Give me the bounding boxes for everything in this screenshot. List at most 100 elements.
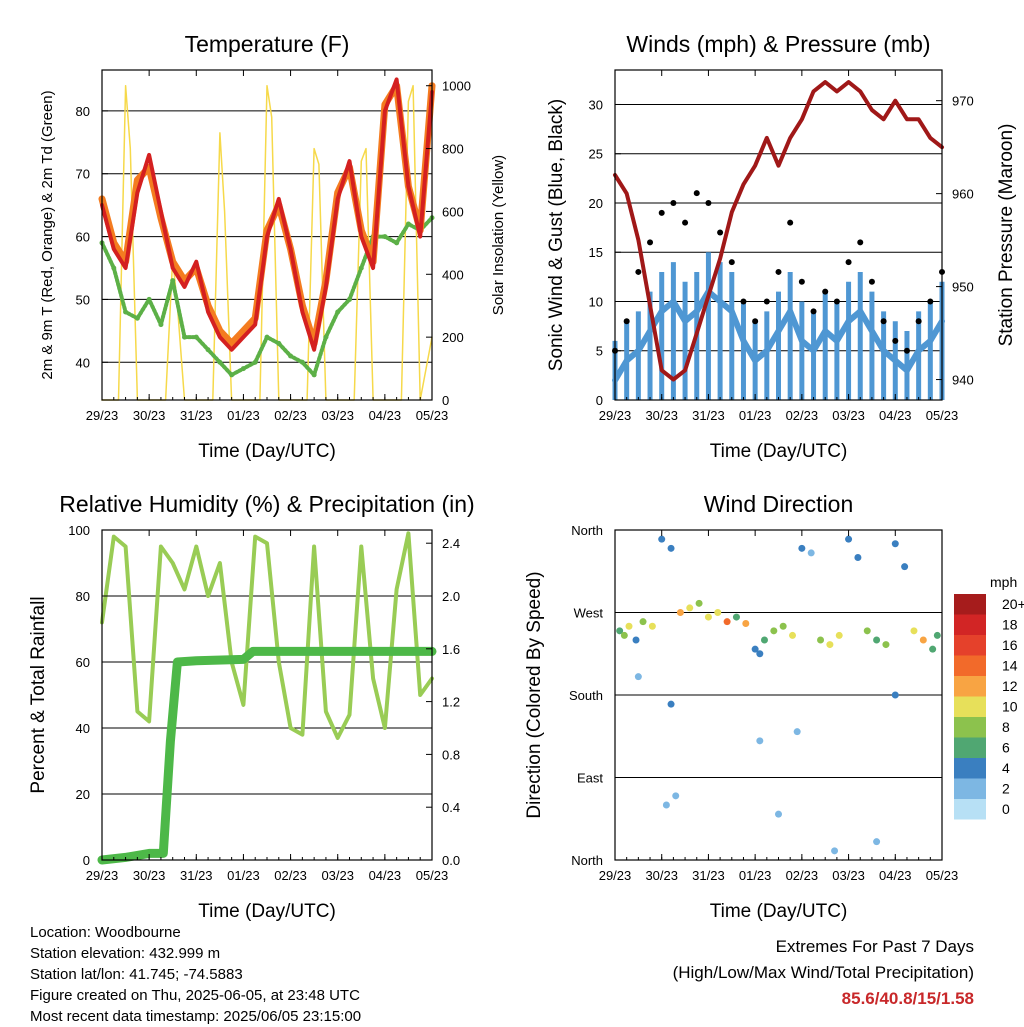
legend-label: 14 [1002, 658, 1018, 674]
gust-point [658, 209, 665, 216]
direction-point [770, 627, 778, 635]
y-right-tick-label: 0.0 [442, 853, 460, 868]
direction-point [891, 691, 899, 699]
y-tick-label: 10 [589, 294, 603, 309]
y-right-tick-label: 2.0 [442, 589, 460, 604]
y-right-tick-label: 800 [442, 142, 464, 157]
direction-point [625, 622, 633, 630]
pressure-line [613, 80, 944, 382]
direction-point [798, 544, 806, 552]
y-axis-label: Percent & Total Rainfall [28, 596, 49, 793]
y-tick-label: 100 [68, 523, 90, 538]
direction-point [779, 622, 787, 630]
legend-swatch [954, 717, 986, 738]
dewpoint-point [170, 278, 176, 284]
y-tick-label: 70 [76, 167, 90, 182]
y-tick-label: West [574, 606, 604, 621]
x-tick-label: 01/23 [227, 868, 260, 883]
chart-title: Relative Humidity (%) & Precipitation (i… [59, 491, 474, 517]
dewpoint-point [111, 265, 117, 271]
gust-point [880, 318, 887, 325]
x-tick-label: 02/23 [786, 868, 819, 883]
direction-point [760, 636, 768, 644]
chart-title: Wind Direction [704, 491, 854, 517]
y-tick-label: 60 [76, 230, 90, 245]
x-tick-label: 30/23 [133, 408, 166, 423]
direction-point [662, 801, 670, 809]
direction-point [793, 728, 801, 736]
y-tick-label: 20 [76, 787, 90, 802]
y-tick-label: North [571, 853, 603, 868]
legend-swatch [954, 676, 986, 697]
gust-point [623, 318, 630, 325]
legend-label: 8 [1002, 719, 1010, 735]
dewpoint-point [276, 340, 282, 346]
dewpoint-point [205, 347, 211, 353]
legend-label: 12 [1002, 678, 1018, 694]
direction-point [831, 847, 839, 855]
x-tick-label: 31/23 [692, 408, 725, 423]
gust-point [763, 298, 770, 305]
dewpoint-point [182, 334, 187, 340]
gust-point [693, 190, 700, 197]
y-right-tick-label: 1.2 [442, 695, 460, 710]
temp-2m-line [100, 77, 434, 352]
y-right-tick-label: 1000 [442, 79, 471, 94]
y-tick-label: 30 [589, 97, 603, 112]
dewpoint-point [123, 309, 129, 315]
gust-point [868, 278, 875, 285]
x-tick-label: 03/23 [321, 408, 354, 423]
x-tick-label: 30/23 [133, 868, 166, 883]
direction-point [620, 631, 628, 639]
gust-point [915, 318, 922, 325]
x-axis-label: Time (Day/UTC) [198, 901, 336, 922]
x-tick-label: 31/23 [180, 868, 213, 883]
direction-point [873, 636, 881, 644]
y-right-tick-label: 200 [442, 330, 464, 345]
y-tick-label: 25 [589, 147, 603, 162]
precipitation-line [97, 646, 437, 865]
legend-label: 2 [1002, 781, 1010, 797]
direction-point [817, 636, 825, 644]
gust-point [647, 239, 654, 246]
legend-swatch [954, 614, 986, 635]
y-right-tick-label: 2.4 [442, 536, 460, 551]
dewpoint-point [193, 334, 199, 340]
legend-swatch [954, 799, 986, 820]
x-tick-label: 02/23 [274, 408, 307, 423]
direction-point [929, 645, 937, 653]
gust-point [810, 308, 817, 315]
y-right-axis-label: Station Pressure (Maroon) [996, 124, 1017, 347]
direction-point [910, 627, 918, 635]
y-right-tick-label: 950 [952, 280, 974, 295]
y-right-tick-label: 970 [952, 94, 974, 109]
x-axis-label: Time (Day/UTC) [710, 441, 848, 462]
y-tick-label: South [569, 688, 603, 703]
dewpoint-point [240, 366, 246, 372]
legend-swatch [954, 696, 986, 717]
legend-label: 10 [1002, 699, 1018, 715]
direction-point [676, 609, 684, 616]
x-tick-label: 30/23 [645, 868, 678, 883]
y-tick-label: 80 [76, 589, 90, 604]
direction-point [714, 609, 722, 616]
gust-point [670, 199, 677, 206]
y-tick-label: 60 [76, 655, 90, 670]
x-tick-label: 02/23 [274, 868, 307, 883]
y-axis-label: Sonic Wind & Gust (Blue, Black) [546, 99, 567, 371]
direction-point [845, 535, 853, 543]
y-right-tick-label: 0 [442, 393, 449, 408]
x-tick-label: 03/23 [321, 868, 354, 883]
legend-label: 16 [1002, 637, 1018, 653]
x-tick-label: 04/23 [369, 868, 402, 883]
direction-point [686, 604, 694, 612]
legend-label: 20+ [1002, 596, 1024, 612]
legend-label: 6 [1002, 740, 1010, 756]
y-axis-label: Direction (Colored By Speed) [524, 571, 545, 818]
dewpoint-point [288, 353, 294, 359]
direction-point [704, 613, 712, 621]
x-tick-label: 01/23 [739, 868, 772, 883]
gust-point [635, 268, 642, 275]
direction-point [933, 631, 941, 639]
gust-point [705, 199, 712, 206]
